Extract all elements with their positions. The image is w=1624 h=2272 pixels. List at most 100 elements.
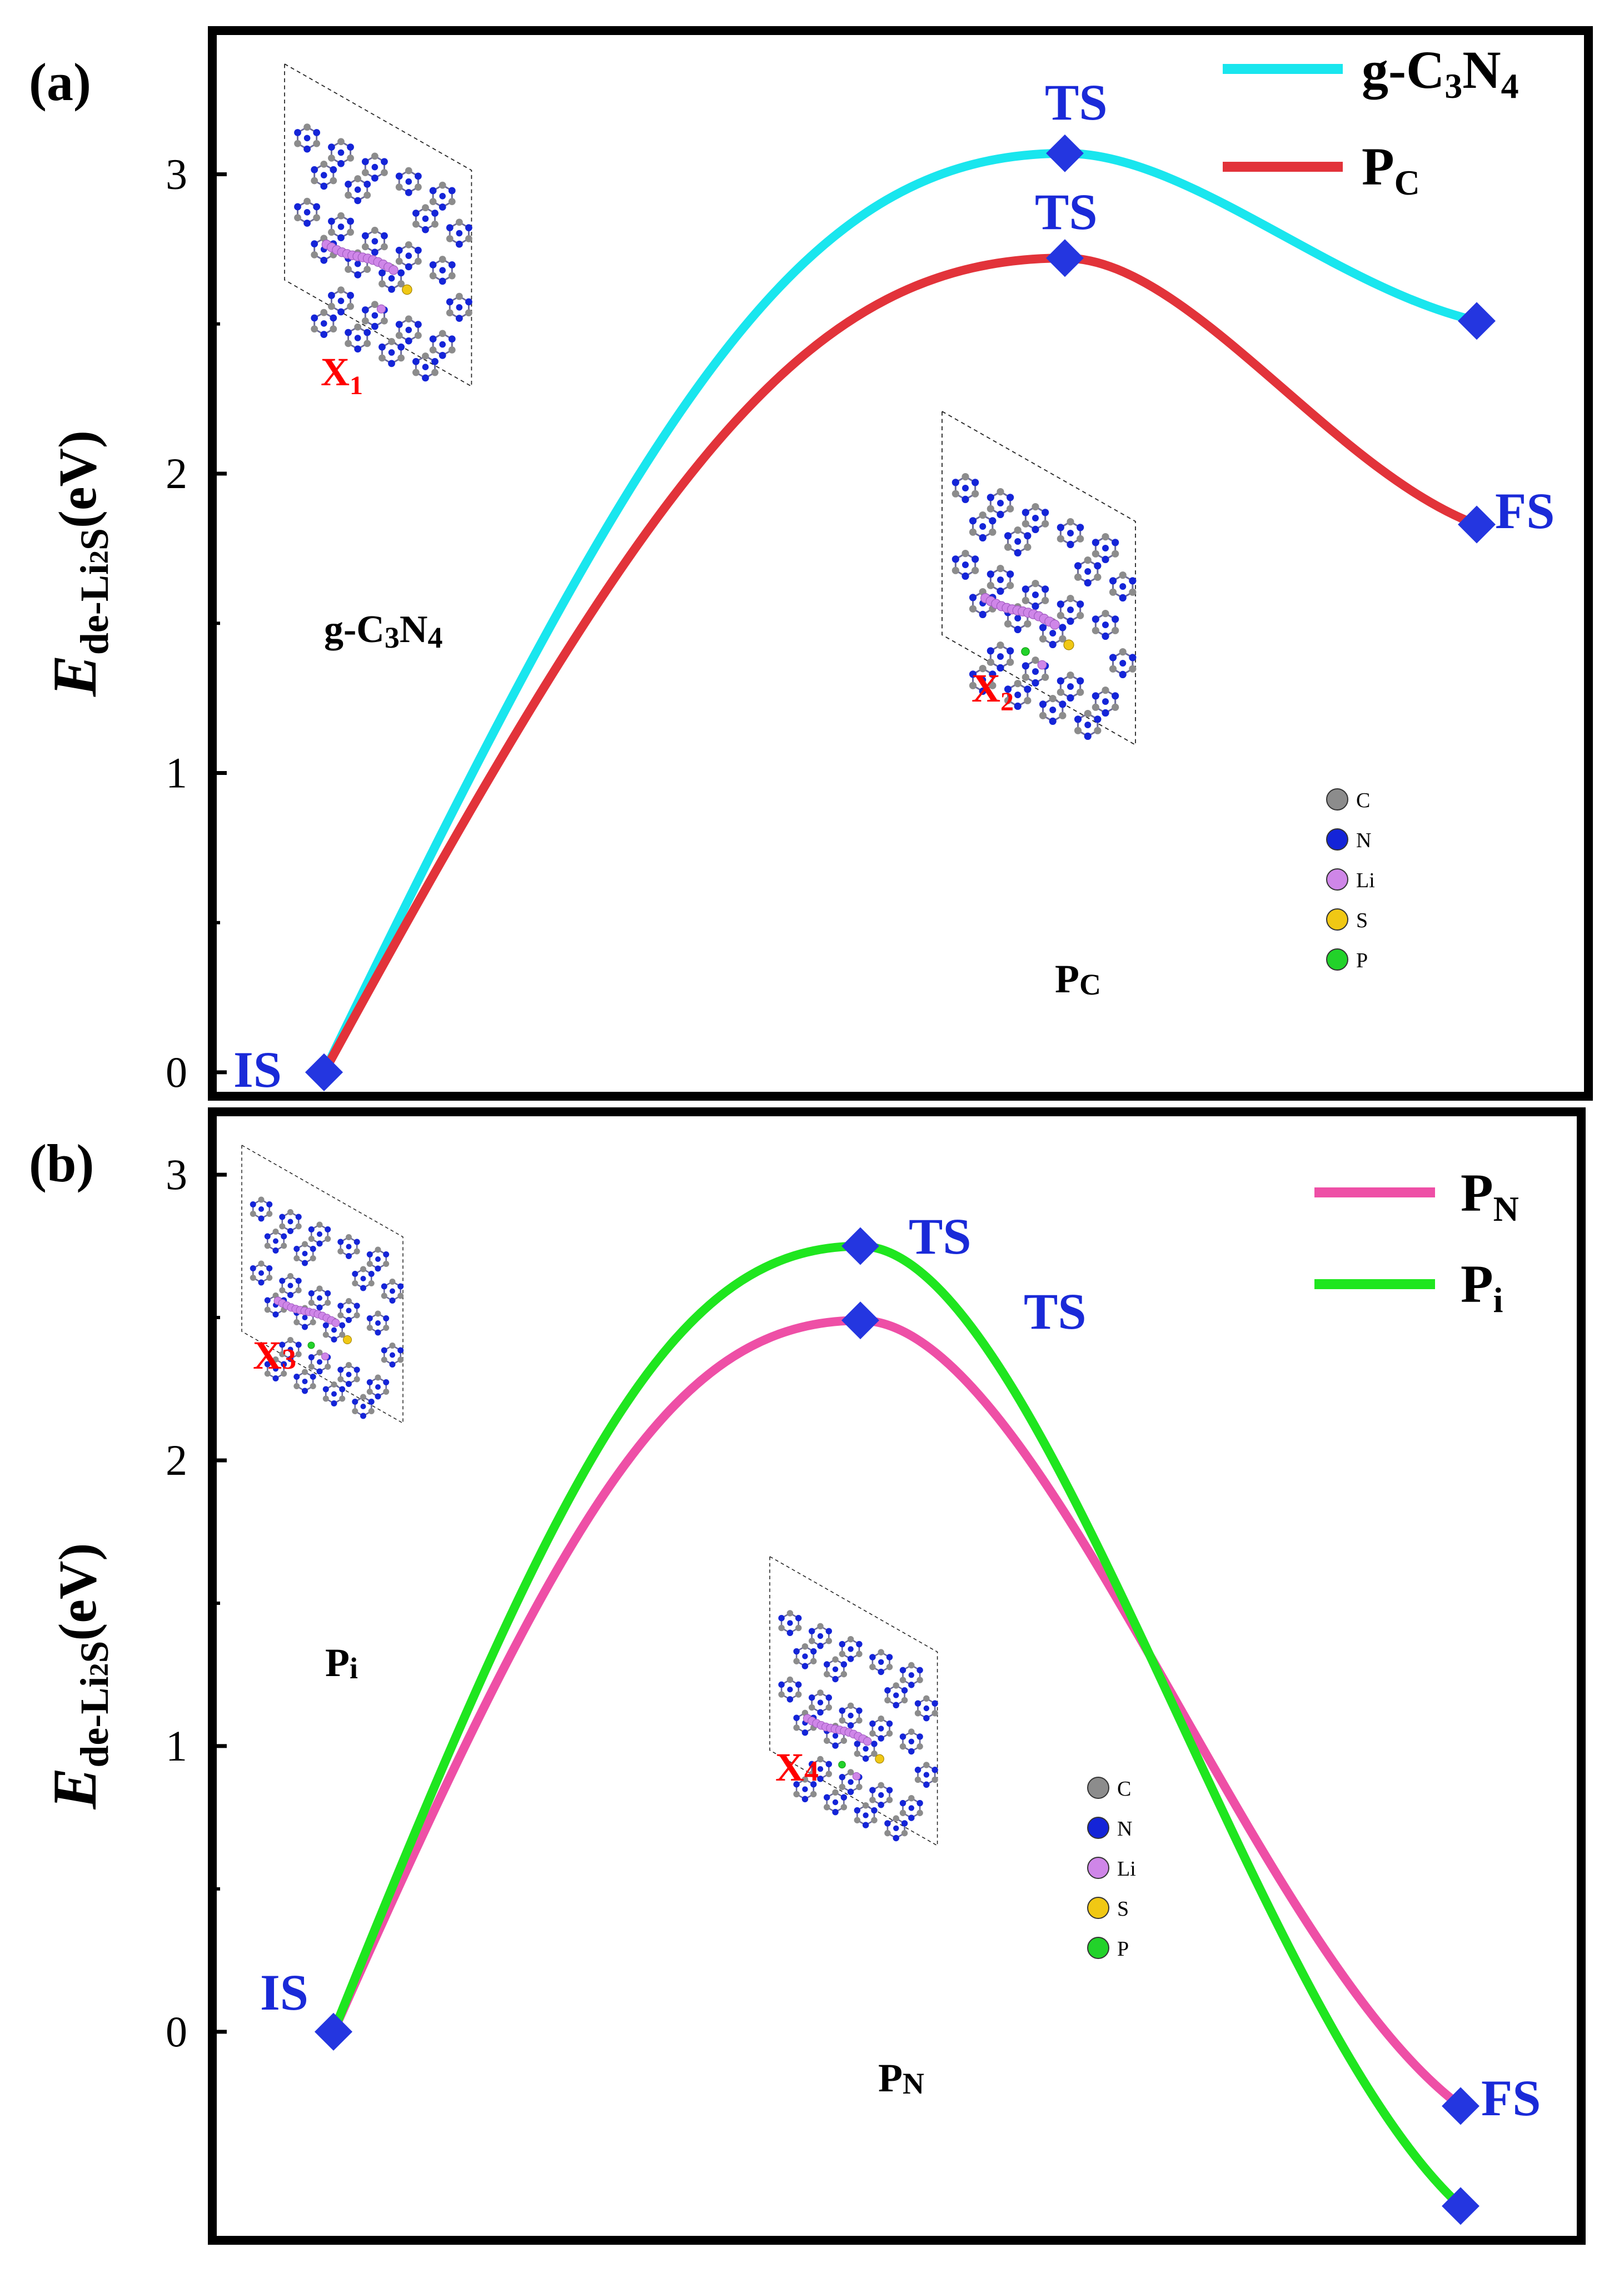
carbon-atom — [325, 1364, 331, 1370]
nitrogen-atom — [1094, 562, 1102, 570]
is-marker — [305, 1053, 343, 1091]
unit-cell-outline — [241, 1144, 403, 1424]
carbon-atom — [979, 665, 987, 673]
carbon-atom — [1059, 635, 1067, 643]
y-tick-label: 2 — [166, 449, 187, 498]
nitrogen-atom — [808, 1628, 815, 1634]
nitrogen-atom — [1092, 615, 1099, 623]
carbon-atom — [375, 1310, 381, 1317]
ylabel-sub2: 2 — [84, 550, 114, 564]
carbon-atom — [1057, 535, 1064, 543]
nitrogen-atom — [456, 230, 463, 237]
nitrogen-atom — [346, 1371, 352, 1378]
carbon-atom — [354, 323, 362, 331]
nitrogen-atom — [308, 1290, 315, 1296]
carbon-atom — [878, 1782, 884, 1789]
carbon-atom — [405, 315, 412, 323]
carbon-atom — [448, 198, 456, 206]
nitrogen-atom — [405, 337, 412, 345]
nitrogen-atom — [972, 555, 979, 563]
ylabel-sub3: S — [72, 1641, 117, 1663]
text-part: X — [253, 1333, 282, 1378]
nitrogen-atom — [878, 1801, 884, 1808]
nitrogen-atom — [378, 269, 386, 277]
carbon-atom — [287, 1273, 293, 1279]
panel-b-frame — [208, 1107, 1586, 2245]
carbon-atom — [381, 243, 388, 251]
nitrogen-atom — [1022, 662, 1029, 670]
nitrogen-atom — [832, 1808, 839, 1816]
carbon-atom — [371, 226, 378, 234]
nitrogen-atom — [337, 1366, 344, 1373]
carbon-atom — [347, 228, 354, 236]
carbon-atom — [1077, 688, 1084, 696]
fs-label-b: FS — [1481, 2070, 1541, 2126]
carbon-atom — [1032, 657, 1039, 664]
carbon-atom — [422, 352, 429, 360]
ylabel-sub: de-Li — [72, 1677, 117, 1768]
nitrogen-atom — [1067, 530, 1074, 536]
nitrogen-atom — [1067, 540, 1074, 548]
carbon-atom — [439, 256, 446, 263]
nitrogen-atom — [901, 1687, 908, 1694]
carbon-atom — [884, 1697, 891, 1704]
nitrogen-atom — [448, 261, 456, 269]
nitrogen-atom — [1024, 685, 1032, 693]
nitrogen-atom — [840, 1661, 848, 1668]
carbon-atom — [331, 1381, 337, 1388]
nitrogen-atom — [439, 203, 446, 211]
nitrogen-atom — [962, 495, 969, 503]
sulfur-atom — [1063, 639, 1074, 650]
nitrogen-atom — [331, 1400, 337, 1406]
text-part: N — [1462, 40, 1501, 100]
nitrogen-atom — [908, 1805, 914, 1811]
nitrogen-atom — [347, 143, 354, 151]
unit-cell-outline — [769, 1555, 938, 1847]
carbon-atom — [1109, 665, 1117, 673]
carbon-atom — [279, 1223, 286, 1230]
nitrogen-atom — [439, 277, 446, 285]
nitrogen-atom — [795, 1615, 802, 1622]
carbon-atom — [429, 272, 437, 280]
nitrogen-atom — [914, 1767, 921, 1773]
carbon-atom — [1092, 627, 1099, 634]
nitrogen-atom — [793, 1648, 800, 1655]
nitrogen-atom — [989, 670, 997, 678]
carbon-atom — [320, 309, 328, 316]
nitrogen-atom — [808, 1761, 815, 1768]
nitrogen-atom — [997, 576, 1004, 583]
carbon-atom — [916, 1743, 923, 1750]
nitrogen-atom — [832, 1742, 839, 1749]
atom-legend-label: Li — [1117, 1857, 1136, 1881]
nitrogen-atom — [778, 1681, 785, 1688]
nitrogen-atom — [371, 238, 378, 245]
nitrogen-atom — [375, 1265, 381, 1272]
carbon-atom — [446, 235, 454, 242]
nitrogen-atom — [303, 135, 311, 142]
nitrogen-atom — [446, 224, 454, 232]
carbon-atom — [1074, 573, 1082, 581]
nitrogen-atom — [293, 1374, 300, 1380]
y-tick-label: 1 — [166, 748, 187, 797]
carbon-atom — [353, 1376, 360, 1383]
carbon-atom — [808, 1638, 815, 1644]
nitrogen-atom — [325, 1226, 331, 1232]
carbon-atom — [389, 1343, 396, 1349]
nitrogen-atom — [908, 1672, 914, 1678]
carbon-atom — [878, 1716, 884, 1722]
carbon-atom — [839, 1650, 846, 1657]
carbon-atom — [786, 1676, 794, 1683]
legend-label-g-c3n4: g-C3N4 — [1362, 40, 1519, 106]
carbon-atom — [1057, 688, 1064, 696]
nitrogen-atom — [1092, 539, 1099, 546]
ts-label-g-c3n4: TS — [1045, 74, 1108, 131]
y-tick-label: 1 — [166, 1722, 187, 1770]
nitrogen-atom — [884, 1820, 891, 1827]
nitrogen-atom — [979, 523, 987, 530]
nitrogen-atom — [371, 312, 378, 319]
nitrogen-atom — [1032, 591, 1039, 598]
nitrogen-atom — [997, 587, 1004, 595]
nitrogen-atom — [908, 1814, 915, 1821]
nitrogen-atom — [328, 143, 335, 151]
nitrogen-atom — [272, 1375, 279, 1381]
